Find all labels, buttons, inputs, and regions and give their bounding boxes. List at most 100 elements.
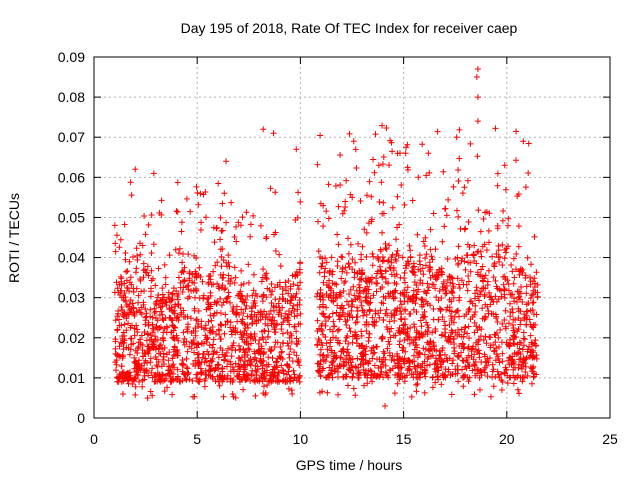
data-point	[235, 354, 242, 361]
data-point	[202, 325, 209, 332]
data-point	[250, 212, 257, 219]
data-point	[380, 257, 387, 264]
data-point	[347, 328, 354, 335]
data-point	[251, 350, 258, 357]
data-point	[215, 354, 222, 361]
data-point	[148, 267, 155, 274]
data-point	[335, 241, 342, 248]
data-point	[343, 352, 350, 359]
data-point	[473, 260, 480, 267]
data-point	[173, 314, 180, 321]
data-point	[213, 309, 220, 316]
data-point	[391, 356, 398, 363]
data-point	[325, 374, 332, 381]
data-point	[227, 319, 234, 326]
data-point	[390, 332, 397, 339]
data-point	[482, 333, 489, 340]
data-point	[422, 234, 429, 241]
data-point	[317, 373, 324, 380]
data-point	[131, 365, 138, 372]
data-point	[389, 252, 396, 259]
data-point	[126, 258, 133, 265]
data-point	[513, 266, 520, 273]
data-point	[472, 309, 479, 316]
data-point	[127, 296, 134, 303]
data-point	[161, 261, 168, 268]
data-point	[227, 358, 234, 365]
data-point	[151, 333, 158, 340]
y-tick-label: 0	[77, 410, 85, 426]
data-point	[394, 193, 401, 200]
data-point	[453, 308, 460, 315]
data-point	[240, 310, 247, 317]
data-point	[210, 281, 217, 288]
data-point	[179, 356, 186, 363]
data-point	[527, 332, 534, 339]
data-point	[328, 359, 335, 366]
data-point	[471, 391, 478, 398]
data-point	[266, 345, 273, 352]
data-point	[137, 277, 144, 284]
data-point	[138, 332, 145, 339]
data-point	[213, 349, 220, 356]
data-point	[159, 303, 166, 310]
data-point	[500, 273, 507, 280]
data-point	[377, 247, 384, 254]
data-point	[169, 317, 176, 324]
data-point	[335, 391, 342, 398]
data-point	[189, 279, 196, 286]
data-point	[460, 383, 467, 390]
data-point	[490, 310, 497, 317]
data-point	[184, 313, 191, 320]
data-point	[402, 150, 409, 157]
data-point	[520, 355, 527, 362]
data-point	[131, 332, 138, 339]
data-point	[320, 223, 327, 230]
data-point	[398, 182, 405, 189]
data-point	[397, 374, 404, 381]
data-point	[429, 329, 436, 336]
data-point	[407, 310, 414, 317]
data-point	[429, 272, 436, 279]
data-point	[147, 313, 154, 320]
data-point	[189, 377, 196, 384]
plot-frame	[93, 56, 611, 419]
data-point	[165, 294, 172, 301]
data-point	[238, 267, 245, 274]
data-point	[169, 296, 176, 303]
data-point	[119, 391, 126, 398]
data-point	[142, 350, 149, 357]
data-point	[467, 268, 474, 275]
data-point	[279, 367, 286, 374]
data-point	[388, 259, 395, 266]
data-point	[386, 162, 393, 169]
data-point	[259, 298, 266, 305]
data-point	[369, 250, 376, 257]
data-point	[509, 268, 516, 275]
data-point	[447, 279, 454, 286]
data-point	[161, 344, 168, 351]
data-point	[326, 343, 333, 350]
data-point	[227, 324, 234, 331]
data-point	[441, 205, 448, 212]
data-point	[419, 360, 426, 367]
data-point	[246, 346, 253, 353]
data-point	[141, 212, 148, 219]
data-point	[217, 272, 224, 279]
data-point	[364, 374, 371, 381]
data-point	[207, 372, 214, 379]
data-point	[134, 345, 141, 352]
data-point	[140, 353, 147, 360]
data-point	[502, 307, 509, 314]
data-point	[412, 294, 419, 301]
data-point	[420, 301, 427, 308]
data-point	[242, 376, 249, 383]
data-point	[174, 179, 181, 186]
data-point	[225, 252, 232, 259]
data-point	[118, 363, 125, 370]
data-point	[479, 263, 486, 270]
data-point	[414, 354, 421, 361]
data-point	[148, 212, 155, 219]
data-point	[137, 367, 144, 374]
data-point	[527, 281, 534, 288]
